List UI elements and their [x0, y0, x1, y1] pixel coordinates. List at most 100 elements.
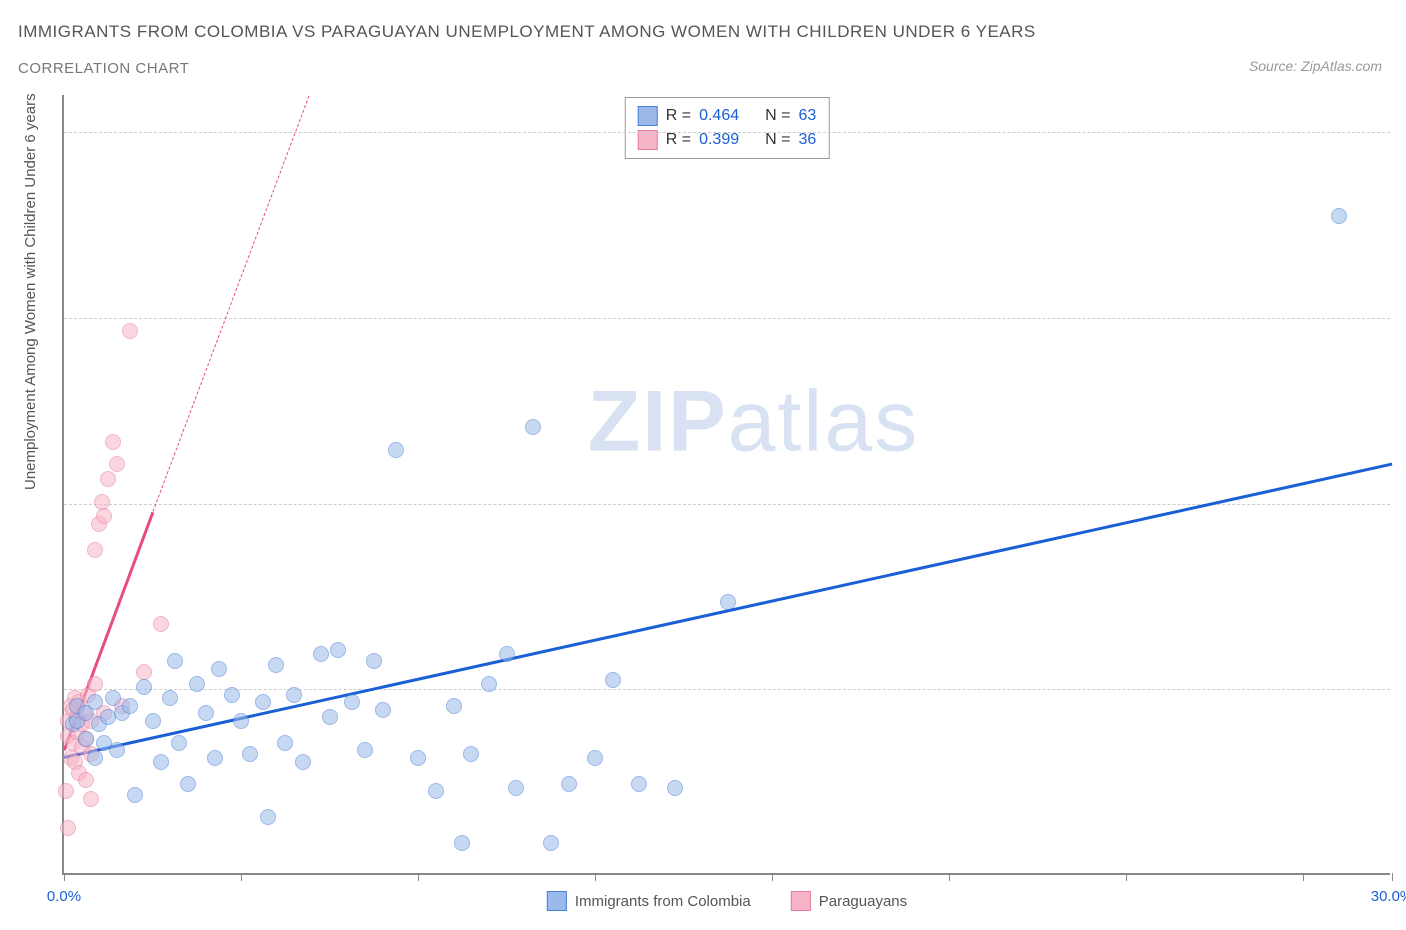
- data-point: [587, 750, 603, 766]
- data-point: [268, 657, 284, 673]
- data-point: [122, 323, 138, 339]
- trendline-extrapolated: [152, 95, 309, 511]
- x-tick: [1126, 873, 1127, 881]
- data-point: [58, 783, 74, 799]
- x-tick: [64, 873, 65, 881]
- data-point: [242, 746, 258, 762]
- data-point: [631, 776, 647, 792]
- data-point: [87, 542, 103, 558]
- data-point: [167, 653, 183, 669]
- data-point: [454, 835, 470, 851]
- data-point: [366, 653, 382, 669]
- legend-swatch: [791, 891, 811, 911]
- legend-n-label: N =: [765, 131, 790, 149]
- data-point: [446, 698, 462, 714]
- data-point: [145, 713, 161, 729]
- legend-item: Immigrants from Colombia: [547, 891, 751, 911]
- data-point: [78, 772, 94, 788]
- data-point: [211, 661, 227, 677]
- data-point: [667, 780, 683, 796]
- data-point: [122, 698, 138, 714]
- data-point: [375, 702, 391, 718]
- data-point: [198, 705, 214, 721]
- watermark: ZIPatlas: [588, 372, 919, 471]
- x-tick: [949, 873, 950, 881]
- data-point: [153, 616, 169, 632]
- legend-item: Paraguayans: [791, 891, 907, 911]
- data-point: [180, 776, 196, 792]
- data-point: [100, 471, 116, 487]
- data-point: [313, 646, 329, 662]
- data-point: [1331, 208, 1347, 224]
- data-point: [189, 676, 205, 692]
- data-point: [605, 672, 621, 688]
- data-point: [224, 687, 240, 703]
- data-point: [255, 694, 271, 710]
- data-point: [83, 791, 99, 807]
- data-point: [136, 664, 152, 680]
- legend-item-label: Immigrants from Colombia: [575, 893, 751, 910]
- data-point: [330, 642, 346, 658]
- x-tick-label: 30.0%: [1371, 888, 1406, 905]
- data-point: [428, 783, 444, 799]
- data-point: [87, 694, 103, 710]
- data-point: [561, 776, 577, 792]
- data-point: [127, 787, 143, 803]
- y-axis-label: Unemployment Among Women with Children U…: [22, 93, 39, 490]
- gridline: [64, 689, 1390, 690]
- data-point: [344, 694, 360, 710]
- x-tick: [595, 873, 596, 881]
- legend-swatch: [547, 891, 567, 911]
- legend-n-value: 36: [798, 131, 816, 149]
- legend-n-value: 63: [798, 107, 816, 125]
- data-point: [388, 442, 404, 458]
- chart-plot-area: ZIPatlas R =0.464N =63R =0.399N =36 Immi…: [62, 95, 1390, 875]
- legend-r-value: 0.464: [699, 107, 739, 125]
- legend-swatch: [638, 106, 658, 126]
- trendline: [64, 463, 1393, 759]
- source-label: Source: ZipAtlas.com: [1249, 58, 1382, 74]
- legend-r-label: R =: [666, 131, 691, 149]
- legend-correlation-box: R =0.464N =63R =0.399N =36: [625, 97, 830, 159]
- data-point: [357, 742, 373, 758]
- data-point: [60, 820, 76, 836]
- data-point: [508, 780, 524, 796]
- data-point: [105, 434, 121, 450]
- gridline: [64, 132, 1390, 133]
- legend-item-label: Paraguayans: [819, 893, 907, 910]
- data-point: [481, 676, 497, 692]
- legend-n-label: N =: [765, 107, 790, 125]
- x-tick: [1392, 873, 1393, 881]
- gridline: [64, 504, 1390, 505]
- chart-title: IMMIGRANTS FROM COLOMBIA VS PARAGUAYAN U…: [18, 22, 1036, 42]
- data-point: [96, 508, 112, 524]
- data-point: [109, 456, 125, 472]
- data-point: [463, 746, 479, 762]
- legend-series: Immigrants from Colombia Paraguayans: [547, 891, 907, 911]
- gridline: [64, 318, 1390, 319]
- data-point: [499, 646, 515, 662]
- data-point: [525, 419, 541, 435]
- data-point: [260, 809, 276, 825]
- data-point: [153, 754, 169, 770]
- data-point: [720, 594, 736, 610]
- data-point: [171, 735, 187, 751]
- x-tick-label: 0.0%: [47, 888, 81, 905]
- legend-r-label: R =: [666, 107, 691, 125]
- data-point: [87, 750, 103, 766]
- data-point: [322, 709, 338, 725]
- data-point: [162, 690, 178, 706]
- data-point: [233, 713, 249, 729]
- data-point: [136, 679, 152, 695]
- data-point: [295, 754, 311, 770]
- x-tick: [418, 873, 419, 881]
- data-point: [87, 676, 103, 692]
- data-point: [105, 690, 121, 706]
- data-point: [286, 687, 302, 703]
- data-point: [109, 742, 125, 758]
- x-tick: [1303, 873, 1304, 881]
- x-tick: [772, 873, 773, 881]
- data-point: [277, 735, 293, 751]
- data-point: [543, 835, 559, 851]
- chart-subtitle: CORRELATION CHART: [18, 60, 189, 77]
